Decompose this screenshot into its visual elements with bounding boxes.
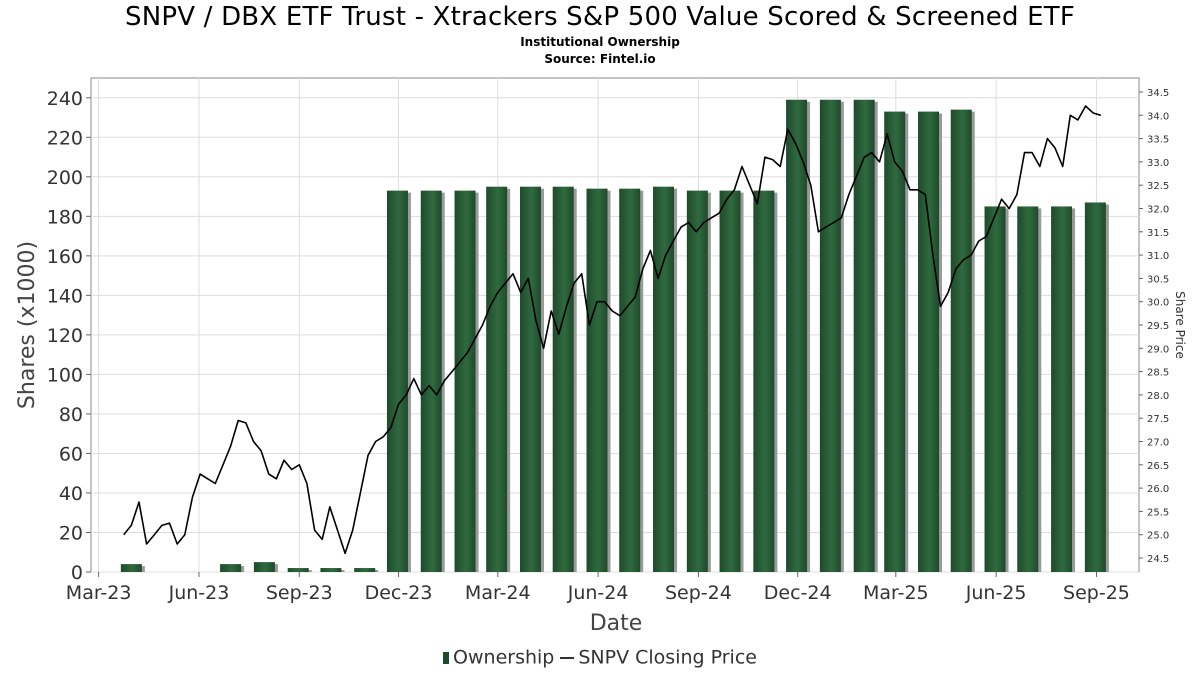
y2-tick-label: 33.5 <box>1147 135 1169 146</box>
y2-tick-label: 29.0 <box>1147 344 1169 355</box>
y-tick-label: 180 <box>47 206 83 228</box>
bar <box>1017 206 1039 572</box>
price-line-path <box>123 105 1102 555</box>
y2-tick-label: 26.0 <box>1147 484 1169 495</box>
y2-tick-label: 27.5 <box>1147 414 1169 425</box>
y-tick-label: 220 <box>47 127 83 149</box>
bar <box>786 99 808 573</box>
legend-price-label: SNPV Closing Price <box>578 646 757 669</box>
y-tick-label: 80 <box>59 404 83 426</box>
y-tick-label: 200 <box>47 167 83 189</box>
bar <box>354 568 376 572</box>
y2-tick-label: 31.0 <box>1147 251 1169 262</box>
y-tick-label: 120 <box>47 325 83 347</box>
plot-area <box>90 77 1140 573</box>
y2-tick-label: 27.0 <box>1147 438 1169 449</box>
bar <box>586 188 608 572</box>
y-tick-label: 0 <box>71 562 83 584</box>
y-tick-label: 60 <box>59 443 83 465</box>
y2-tick-label: 32.0 <box>1147 204 1169 215</box>
bar <box>120 564 142 572</box>
bar <box>220 564 242 572</box>
bar <box>386 190 408 572</box>
bar <box>320 568 342 572</box>
y2-tick-label: 34.5 <box>1147 88 1169 99</box>
x-tick-label: Mar-24 <box>465 582 531 604</box>
y2-tick-label: 25.0 <box>1147 531 1169 542</box>
legend: Ownership SNPV Closing Price <box>0 646 1200 669</box>
bar <box>884 111 906 572</box>
legend-ownership-label: Ownership <box>453 646 555 669</box>
price-line <box>123 105 1102 555</box>
y2-tick-label: 33.0 <box>1147 158 1169 169</box>
bar <box>719 190 741 572</box>
x-tick-label: Jun-25 <box>965 582 1027 604</box>
bar <box>950 109 972 572</box>
bar <box>454 190 476 572</box>
y2-tick-label: 24.5 <box>1147 554 1169 565</box>
axes: 0 20 40 60 80 100 120 140 160 180 200 220 240 Mar-23 J… <box>47 88 1170 604</box>
x-axis-label: Date <box>590 611 643 636</box>
x-tick-label: Sep-24 <box>665 582 732 604</box>
y-axis-label: Shares (x1000) <box>15 241 40 409</box>
y2-tick-label: 30.5 <box>1147 274 1169 285</box>
bar <box>552 186 574 572</box>
bar <box>486 186 508 572</box>
x-tick-label: Jun-23 <box>168 582 230 604</box>
bar <box>1084 202 1106 572</box>
bar <box>753 190 775 572</box>
bar <box>1051 206 1073 572</box>
y2-tick-label: 34.0 <box>1147 111 1169 122</box>
y-tick-label: 240 <box>47 88 83 110</box>
x-tick-label: Dec-23 <box>365 582 433 604</box>
bar <box>253 562 275 572</box>
bar <box>287 568 309 572</box>
x-tick-label: Sep-25 <box>1063 582 1130 604</box>
y-tick-label: 160 <box>47 246 83 268</box>
y-tick-label: 100 <box>47 364 83 386</box>
ownership-bars <box>120 99 1109 573</box>
x-tick-label: Mar-25 <box>863 582 929 604</box>
y2-tick-label: 30.0 <box>1147 298 1169 309</box>
ownership-chart: 0 20 40 60 80 100 120 140 160 180 200 220 240 Mar-23 J… <box>15 77 1187 636</box>
bar <box>420 190 442 572</box>
chart-source: Source: Fintel.io <box>544 52 656 66</box>
bar <box>653 186 675 572</box>
y2-tick-label: 32.5 <box>1147 181 1169 192</box>
x-tick-label: Sep-23 <box>266 582 333 604</box>
y2-tick-label: 28.5 <box>1147 368 1169 379</box>
y-tick-label: 40 <box>59 483 83 505</box>
chart-subtitle: Institutional Ownership <box>520 35 680 49</box>
bar <box>918 111 940 572</box>
bar <box>686 190 708 572</box>
y-tick-label: 140 <box>47 285 83 307</box>
x-tick-label: Dec-24 <box>764 582 832 604</box>
x-tick-label: Mar-23 <box>66 582 132 604</box>
x-tick-label: Jun-24 <box>567 582 629 604</box>
bar <box>519 186 541 572</box>
y2-tick-label: 31.5 <box>1147 228 1169 239</box>
bar <box>819 99 841 573</box>
bar <box>853 99 875 573</box>
chart-title: SNPV / DBX ETF Trust - Xtrackers S&P 500… <box>124 2 1076 32</box>
legend-ownership-swatch <box>443 651 450 664</box>
legend-price-swatch <box>560 656 575 659</box>
bar <box>984 206 1006 572</box>
y2-tick-label: 26.5 <box>1147 461 1169 472</box>
y2-axis-label: Share Price <box>1173 291 1187 359</box>
y2-tick-label: 29.5 <box>1147 321 1169 332</box>
y2-tick-label: 25.5 <box>1147 507 1169 518</box>
y2-tick-label: 28.0 <box>1147 391 1169 402</box>
y-tick-label: 20 <box>59 522 83 544</box>
bar <box>619 188 641 572</box>
